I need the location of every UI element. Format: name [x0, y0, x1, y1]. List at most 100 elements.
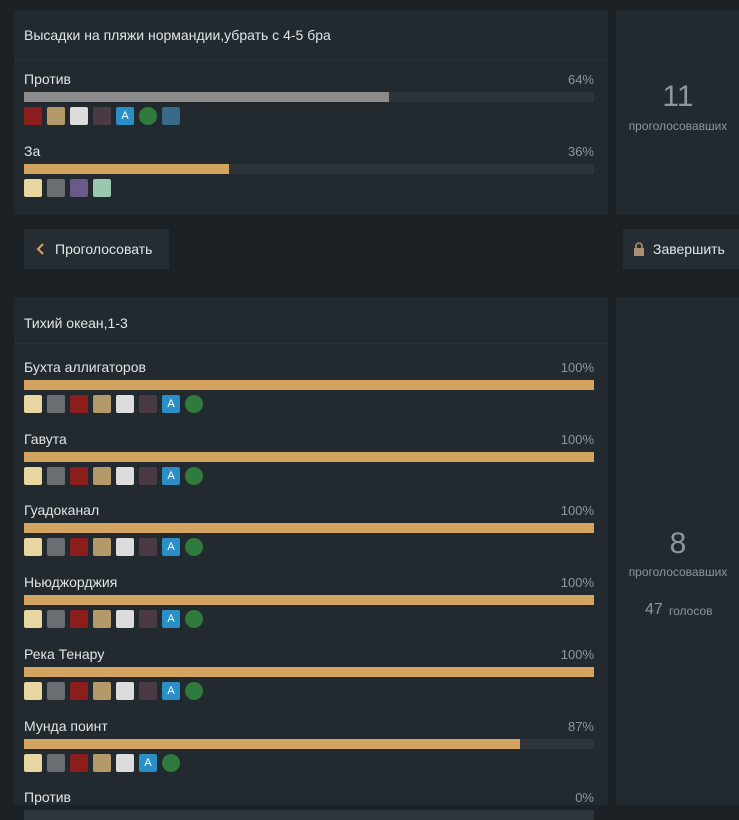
option-percent: 64%: [567, 72, 594, 87]
voter-avatar: [70, 466, 88, 485]
voters-count: 8: [669, 527, 687, 560]
voter-avatar: [185, 610, 203, 629]
option-label: Гуадоканал: [24, 502, 100, 519]
votes-count: 47: [645, 601, 663, 618]
voter-avatar: [116, 466, 134, 485]
voter-avatar: A: [162, 681, 180, 700]
option-percent: 100%: [560, 360, 594, 375]
voter-avatar: [47, 753, 65, 772]
bar-track: [24, 595, 594, 606]
voters-label: проголосовавших: [628, 119, 728, 133]
bar-track: [24, 738, 594, 749]
option-label: Бухта аллигаторов: [24, 359, 146, 375]
bar-track: [24, 523, 594, 534]
voter-avatar: [70, 753, 88, 772]
voter-avatar: [24, 395, 42, 413]
voter-avatar: [139, 395, 157, 413]
option-percent: 100%: [560, 575, 594, 591]
option-percent: 100%: [560, 431, 594, 447]
voter-avatar: [24, 753, 42, 772]
bar-track: [24, 810, 594, 820]
voter-avatar: [93, 538, 111, 557]
voter-avatar: A: [162, 395, 180, 413]
voter-avatar: [93, 610, 111, 629]
voter-avatar: [185, 538, 203, 557]
voter-avatar: [47, 610, 65, 629]
voter-avatar: A: [116, 107, 134, 125]
voter-avatar: [47, 395, 65, 413]
voter-avatar: [139, 107, 157, 125]
poll-panel: [14, 10, 608, 215]
bar-fill: [24, 451, 594, 462]
separator: [14, 343, 608, 344]
voter-avatar: [47, 179, 65, 197]
option-percent: 0%: [575, 790, 594, 806]
bar-track: [24, 380, 594, 390]
poll-stats-panel: [616, 297, 739, 805]
voter-avatar: [47, 681, 65, 700]
bar-fill: [24, 164, 230, 174]
voter-avatar: [70, 107, 88, 125]
lock-icon: [634, 242, 644, 256]
votes-label: голосов: [669, 604, 713, 618]
voter-avatar: [116, 753, 134, 772]
voter-avatar: [93, 681, 111, 700]
voter-avatar: [93, 107, 111, 125]
voter-avatar: [185, 466, 203, 485]
voter-avatar: [139, 610, 157, 629]
voter-avatar: [70, 395, 88, 413]
bar-fill: [24, 380, 594, 390]
bar-track: [24, 164, 594, 174]
option-percent: 36%: [567, 144, 594, 159]
option-percent: 100%: [560, 503, 594, 519]
voter-avatar: A: [162, 538, 180, 557]
voter-avatar: [185, 395, 203, 413]
voter-avatar: [139, 466, 157, 485]
close-label: Завершить: [653, 241, 725, 257]
voter-avatar: [93, 179, 111, 197]
bar-track: [24, 666, 594, 677]
bar-track: [24, 451, 594, 462]
voter-avatar: [47, 107, 65, 125]
voter-avatar: [116, 610, 134, 629]
voter-avatar: [116, 395, 134, 413]
bar-track: [24, 92, 594, 102]
voter-avatar: [24, 179, 42, 197]
voter-avatar: [47, 538, 65, 557]
poll-title: Высадки на пляжи нормандии,убрать с 4-5 …: [24, 27, 331, 43]
bar-fill: [24, 738, 520, 749]
voter-avatar: [47, 466, 65, 485]
option-label: Против: [24, 71, 71, 87]
voter-avatar: [93, 395, 111, 413]
close-button[interactable]: Завершить: [623, 229, 739, 269]
voters-count: 11: [662, 80, 694, 113]
poll-title: Тихий океан,1-3: [24, 315, 128, 331]
voter-avatar: A: [162, 610, 180, 629]
bar-fill: [24, 595, 594, 606]
voter-avatar: [185, 681, 203, 700]
poll-stats-panel: [616, 10, 739, 215]
voter-avatar: [24, 610, 42, 629]
voter-avatar: A: [162, 466, 180, 485]
voter-avatar: [93, 466, 111, 485]
option-label: За: [24, 143, 41, 159]
voter-avatar: [70, 538, 88, 557]
bar-fill: [24, 523, 594, 534]
voters-label: проголосовавших: [628, 565, 728, 579]
voter-avatar: [139, 538, 157, 557]
option-label: Река Тенару: [24, 645, 105, 662]
back-icon: [36, 243, 44, 255]
voter-avatar: [70, 610, 88, 629]
voter-avatar: [162, 753, 180, 772]
voter-avatar: [116, 538, 134, 557]
voter-avatar: [93, 753, 111, 772]
voter-avatar: [24, 538, 42, 557]
voter-avatar: [24, 681, 42, 700]
voter-avatar: [162, 107, 180, 125]
bar-fill: [24, 92, 389, 102]
vote-button[interactable]: Проголосовать: [24, 229, 169, 269]
voter-avatar: A: [139, 753, 157, 772]
separator: [14, 59, 608, 60]
